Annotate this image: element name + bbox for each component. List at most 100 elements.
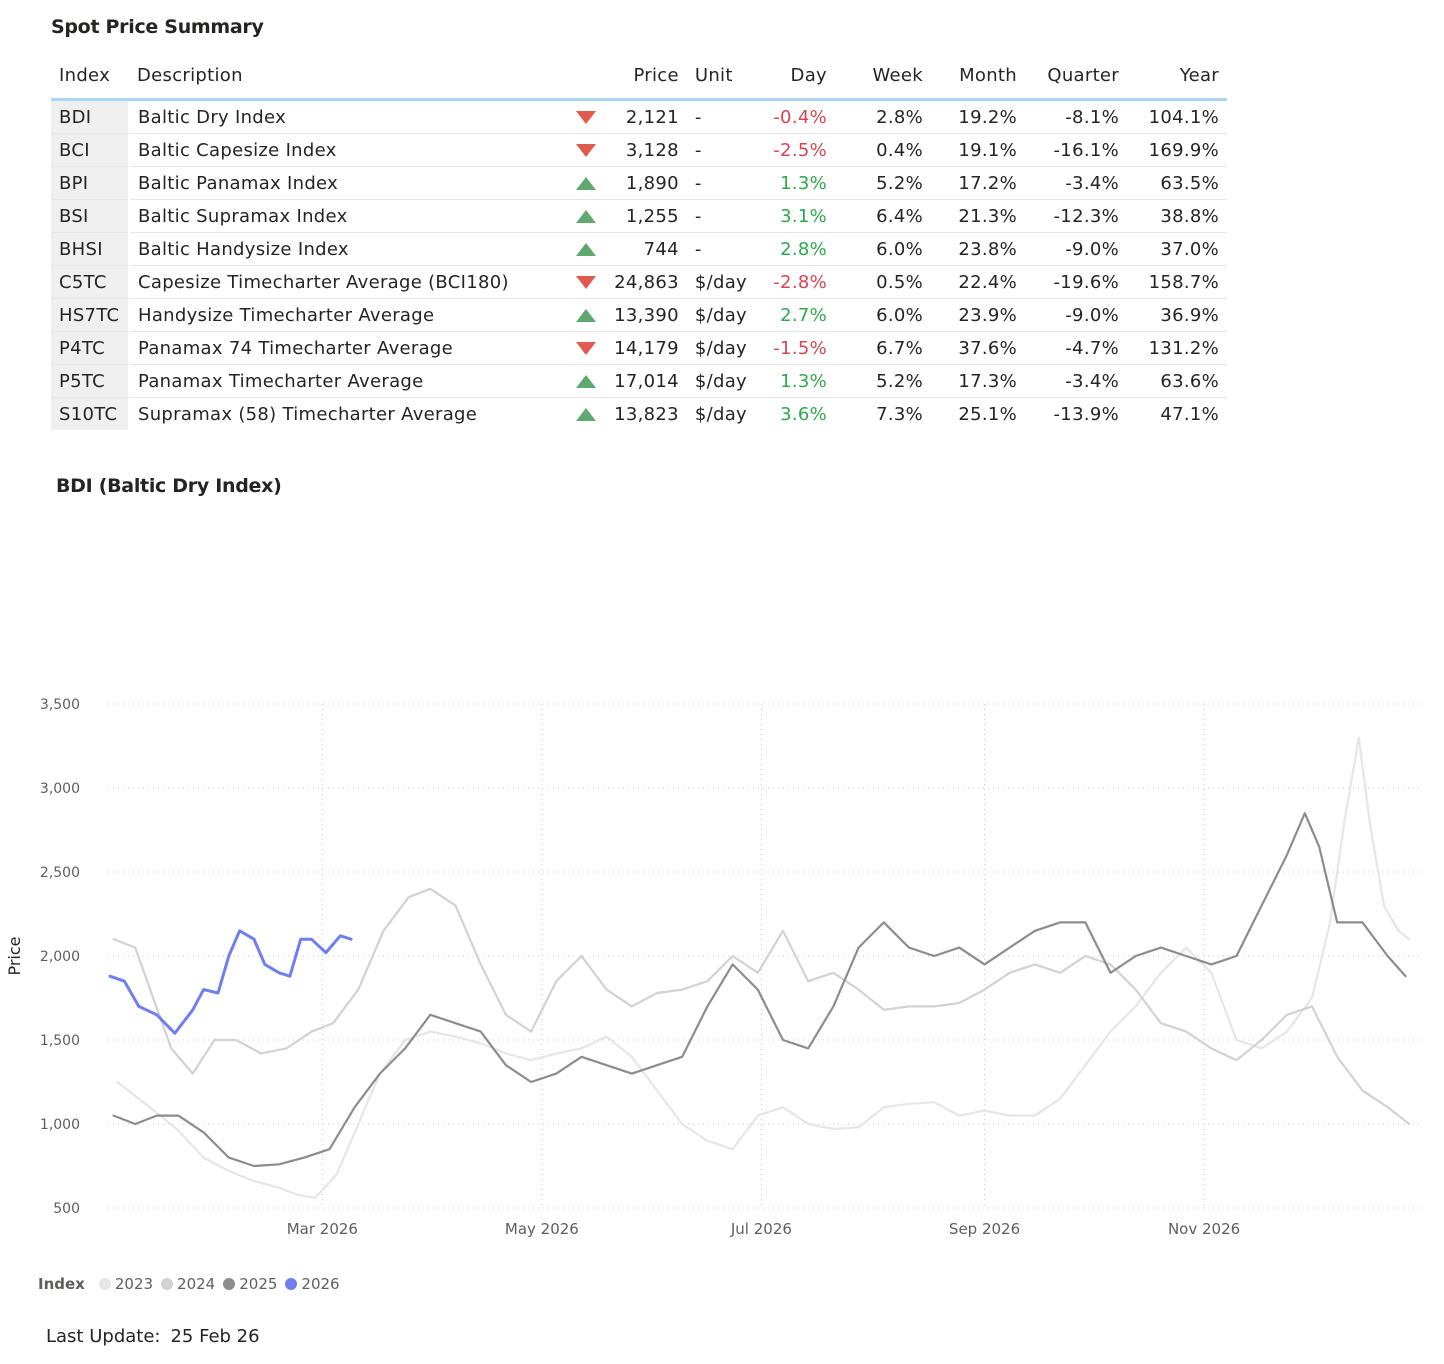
day-change-cell: 3.1% xyxy=(755,199,835,233)
legend-item-2023[interactable]: 2023 xyxy=(98,1275,153,1293)
trend-up-icon xyxy=(576,408,597,421)
y-tick-label: 3,500 xyxy=(40,697,80,713)
x-tick-label: Nov 2026 xyxy=(1168,1220,1240,1238)
trend-up-icon xyxy=(576,243,597,256)
month-change-cell: 21.3% xyxy=(931,199,1025,233)
table-row[interactable]: BSI Baltic Supramax Index 1,255-3.1% 6.4% 21… xyxy=(51,199,1227,233)
description-cell: Handysize Timecharter Average xyxy=(129,298,567,332)
price-cell: 3,128 xyxy=(606,133,687,167)
year-change-cell: 63.5% xyxy=(1127,166,1227,200)
trend-down-icon xyxy=(576,111,597,124)
column-header-description[interactable]: Description xyxy=(137,64,243,86)
year-change-cell: 36.9% xyxy=(1127,298,1227,332)
day-change-cell: 2.7% xyxy=(755,298,835,332)
price-cell: 2,121 xyxy=(606,99,687,134)
week-change-cell: 5.2% xyxy=(835,364,931,398)
year-change-cell: 158.7% xyxy=(1127,265,1227,299)
column-header-month[interactable]: Month xyxy=(959,64,1017,86)
series-line-2026 xyxy=(108,929,353,1035)
y-tick-label: 1,000 xyxy=(40,1117,80,1133)
month-change-cell: 19.1% xyxy=(931,133,1025,167)
week-change-cell: 6.4% xyxy=(835,199,931,233)
table-row[interactable]: P4TC Panamax 74 Timecharter Average 14,179… xyxy=(51,331,1227,365)
description-cell: Baltic Handysize Index xyxy=(129,232,567,266)
table-row[interactable]: BPI Baltic Panamax Index 1,890-1.3% 5.2% 17.… xyxy=(51,166,1227,200)
column-header-year[interactable]: Year xyxy=(1179,64,1219,86)
x-tick-label: Mar 2026 xyxy=(287,1220,358,1238)
month-change-cell: 23.8% xyxy=(931,232,1025,266)
description-cell: Baltic Supramax Index xyxy=(129,199,567,233)
legend-title: Index xyxy=(38,1275,85,1293)
quarter-change-cell: -9.0% xyxy=(1025,232,1127,266)
unit-cell: - xyxy=(686,99,755,134)
legend-item-2024[interactable]: 2024 xyxy=(161,1275,215,1293)
day-change-cell: -0.4% xyxy=(755,99,835,134)
trend-down-icon xyxy=(576,342,597,355)
trend-cell xyxy=(566,133,607,167)
month-change-cell: 17.2% xyxy=(931,166,1025,200)
trend-cell xyxy=(566,265,607,299)
table-row[interactable]: BCI Baltic Capesize Index 3,128- -2.5% 0.4% 1… xyxy=(51,133,1227,167)
trend-down-icon xyxy=(576,144,597,157)
day-change-cell: 3.6% xyxy=(780,403,827,425)
trend-up-icon xyxy=(576,210,597,223)
column-header-index[interactable]: Index xyxy=(59,64,111,86)
trend-cell xyxy=(566,166,607,200)
trend-up-icon xyxy=(576,177,597,190)
column-header-price[interactable]: Price xyxy=(633,64,679,86)
column-header-week[interactable]: Week xyxy=(872,64,923,86)
week-change-cell: 6.0% xyxy=(835,298,931,332)
trend-up-icon xyxy=(576,375,597,388)
table-row[interactable]: HS7TC Handysize Timecharter Average 13,390… xyxy=(51,298,1227,332)
week-change-cell: 2.8% xyxy=(835,99,931,134)
day-change-cell: -2.5% xyxy=(755,133,835,167)
x-tick-label: May 2026 xyxy=(505,1220,579,1238)
day-change-cell: -1.5% xyxy=(755,331,835,365)
column-header-unit[interactable]: Unit xyxy=(694,64,733,86)
day-change-cell: 1.3% xyxy=(755,364,835,398)
x-tick-label: Jul 2026 xyxy=(730,1220,792,1238)
table-row[interactable]: P5TC Panamax Timecharter Average 17,014 $/d… xyxy=(51,364,1227,398)
series-line-2023 xyxy=(116,736,1411,1199)
legend-label-2026: 2026 xyxy=(301,1275,340,1293)
index-cell: BSI xyxy=(51,199,130,233)
day-change-cell: 1.3% xyxy=(755,166,835,200)
quarter-change-cell: -8.1% xyxy=(1025,99,1127,134)
week-change-cell: 0.5% xyxy=(835,265,931,299)
price-cell: 17,014 xyxy=(606,364,687,398)
column-header-day[interactable]: Day xyxy=(790,64,827,86)
price-cell: 1,255 xyxy=(606,199,687,233)
description-cell: Supramax (58) Timecharter Average xyxy=(138,403,478,425)
index-cell: C5TC xyxy=(51,265,130,299)
unit-cell: - xyxy=(686,133,755,167)
legend-marker-2025 xyxy=(223,1278,236,1290)
table-row[interactable]: BDI Baltic Dry Index 2,121- -0.4% 2.8% 19.2% -… xyxy=(51,99,1227,134)
quarter-change-cell: -4.7% xyxy=(1025,331,1127,365)
index-cell: BDI xyxy=(51,99,130,134)
price-cell: 744 xyxy=(606,232,687,266)
index-cell: P4TC xyxy=(51,331,130,365)
quarter-change-cell: -16.1% xyxy=(1025,133,1127,167)
month-change-cell: 22.4% xyxy=(931,265,1025,299)
legend-label-2025: 2025 xyxy=(239,1275,278,1293)
table-row[interactable]: BHSI Baltic Handysize Index 744-2.8% 6.0% 23… xyxy=(51,232,1227,266)
chart-title: BDI (Baltic Dry Index) xyxy=(56,475,282,497)
bdi-line-chart: 500 1,000 1,500 2,000 2,500 3,000 3,500 Mar 202… xyxy=(5,697,1420,1238)
price-cell: 13,823 xyxy=(614,403,679,425)
table-row[interactable]: S10TC Supramax (58) Timecharter Average 13… xyxy=(51,397,1227,430)
y-tick-label: 3,000 xyxy=(40,781,80,797)
y-tick-label: 2,000 xyxy=(40,949,80,965)
trend-down-icon xyxy=(576,276,597,289)
description-cell: Baltic Dry Index xyxy=(129,99,567,134)
month-change-cell: 23.9% xyxy=(931,298,1025,332)
table-row[interactable]: C5TC Capesize Timecharter Average (BCI180… xyxy=(51,265,1227,299)
last-update-value: 25 Feb 26 xyxy=(170,1326,260,1347)
unit-cell: - xyxy=(686,232,755,266)
legend-item-2025[interactable]: 2025 xyxy=(223,1275,277,1293)
column-header-quarter[interactable]: Quarter xyxy=(1047,64,1119,86)
week-change-cell: 0.4% xyxy=(835,133,931,167)
legend-item-2026[interactable]: 2026 xyxy=(285,1275,340,1293)
trend-cell xyxy=(566,364,607,398)
y-axis-label: Price xyxy=(5,936,24,975)
day-change-cell: 2.8% xyxy=(755,232,835,266)
